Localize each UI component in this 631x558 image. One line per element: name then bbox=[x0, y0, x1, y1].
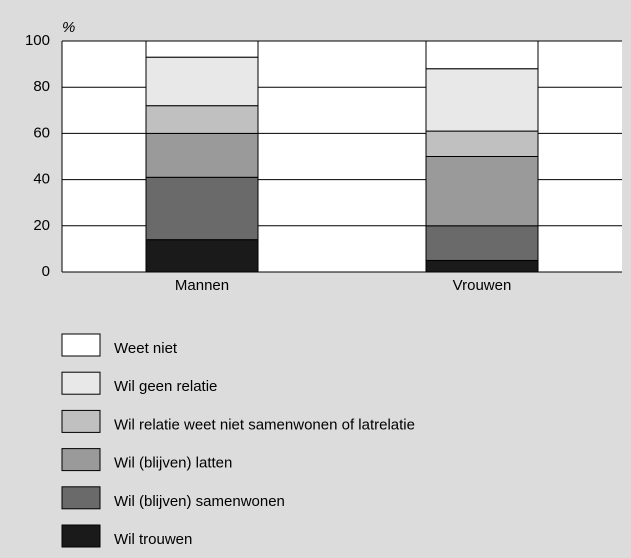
y-tick-label: 20 bbox=[33, 217, 50, 234]
bar-segment bbox=[145, 132, 259, 178]
bar-segment bbox=[425, 68, 539, 132]
legend-swatch bbox=[61, 486, 101, 510]
bar-segment bbox=[145, 40, 259, 58]
legend-swatch bbox=[61, 524, 101, 548]
bar-segment bbox=[425, 156, 539, 227]
legend-label: Wil (blijven) latten bbox=[114, 455, 232, 472]
y-tick-label: 40 bbox=[33, 171, 50, 188]
bar-segment bbox=[425, 225, 539, 261]
y-axis-label: % bbox=[62, 19, 75, 36]
legend-swatch bbox=[61, 409, 101, 433]
legend-swatch bbox=[61, 333, 101, 357]
bar-segment bbox=[145, 239, 259, 273]
y-tick-label: 60 bbox=[33, 124, 50, 141]
bar-segment bbox=[145, 176, 259, 241]
bar-segment bbox=[425, 40, 539, 70]
y-tick-label: 80 bbox=[33, 78, 50, 95]
bar-segment bbox=[425, 259, 539, 273]
bar-segment bbox=[145, 56, 259, 107]
bar-segment bbox=[145, 105, 259, 134]
legend-swatch bbox=[61, 371, 101, 395]
x-tick-label: Vrouwen bbox=[453, 277, 512, 294]
y-tick-label: 0 bbox=[42, 263, 50, 280]
legend-label: Weet niet bbox=[114, 340, 178, 357]
x-tick-label: Mannen bbox=[175, 277, 229, 294]
legend-label: Wil (blijven) samenwonen bbox=[114, 493, 285, 510]
legend-label: Wil trouwen bbox=[114, 531, 192, 548]
legend-label: Wil relatie weet niet samenwonen of latr… bbox=[114, 416, 415, 433]
legend-label: Wil geen relatie bbox=[114, 378, 217, 395]
bar-segment bbox=[425, 130, 539, 157]
legend-swatch bbox=[61, 448, 101, 472]
y-tick-label: 100 bbox=[25, 32, 50, 49]
